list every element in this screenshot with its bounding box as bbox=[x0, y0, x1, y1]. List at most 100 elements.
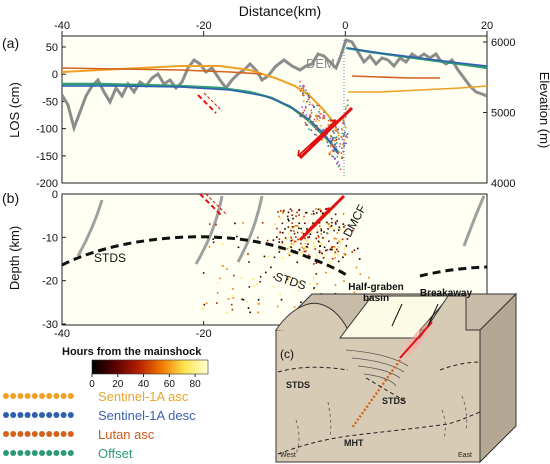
earthquake-point bbox=[287, 277, 290, 279]
earthquake-point bbox=[241, 298, 243, 301]
legend-marker bbox=[53, 393, 60, 399]
los-scatter-point bbox=[340, 128, 343, 130]
earthquake-point bbox=[288, 245, 290, 248]
earthquake-point bbox=[290, 237, 293, 240]
earthquake-point bbox=[247, 307, 250, 309]
legend-marker bbox=[53, 431, 60, 437]
earthquake-point bbox=[232, 297, 235, 299]
legend-marker bbox=[67, 450, 74, 456]
earthquake-point bbox=[290, 239, 293, 242]
los-scatter-point bbox=[316, 118, 319, 120]
earthquake-point bbox=[313, 288, 315, 290]
earthquake-point bbox=[368, 276, 370, 279]
earthquake-point bbox=[344, 224, 346, 227]
earthquake-point bbox=[300, 242, 302, 245]
earthquake-point bbox=[318, 225, 321, 228]
earthquake-point bbox=[291, 214, 293, 216]
earthquake-point bbox=[326, 221, 328, 224]
los-scatter-point bbox=[308, 119, 311, 122]
panel-b-plot bbox=[62, 194, 487, 314]
earthquake-point bbox=[297, 216, 300, 219]
earthquake-point bbox=[334, 284, 337, 286]
legend-marker bbox=[39, 450, 45, 456]
earthquake-point bbox=[324, 281, 327, 283]
earthquake-point bbox=[332, 227, 335, 230]
legend-item: Lutan asc bbox=[3, 427, 155, 442]
los-scatter-point bbox=[302, 113, 305, 116]
earthquake-point bbox=[215, 223, 217, 226]
earthquake-point bbox=[316, 231, 319, 234]
earthquake-point bbox=[318, 236, 320, 239]
earthquake-point bbox=[355, 266, 358, 269]
earthquake-point bbox=[281, 222, 284, 225]
earthquake-point bbox=[340, 239, 343, 242]
los-scatter-point bbox=[320, 124, 322, 127]
los-scatter-point bbox=[330, 141, 333, 144]
earthquake-point bbox=[325, 271, 327, 274]
los-scatter-point bbox=[338, 151, 340, 154]
los-scatter-point bbox=[302, 100, 305, 103]
earthquake-point bbox=[264, 271, 267, 274]
earthquake-point bbox=[315, 208, 317, 210]
panel-a-dashed-fault bbox=[197, 94, 217, 114]
los-scatter-point bbox=[330, 155, 333, 157]
los-axis-ticks: 50 0 -50 -100 -150 -200 bbox=[36, 42, 66, 190]
los-scatter-point bbox=[323, 111, 325, 114]
los-scatter-point bbox=[327, 119, 330, 122]
sentinel-desc-trace-west bbox=[62, 85, 339, 155]
earthquake-point bbox=[311, 231, 313, 234]
earthquake-point bbox=[328, 240, 330, 243]
earthquake-point bbox=[302, 247, 305, 250]
earthquake-point bbox=[286, 278, 289, 280]
los-scatter-point bbox=[322, 116, 325, 118]
panel-a-dashed-fault-2 bbox=[203, 92, 223, 112]
top-tick-label: -20 bbox=[196, 20, 212, 32]
panel-a-ylabel: LOS (cm) bbox=[7, 82, 22, 138]
los-scatter-point bbox=[315, 134, 318, 137]
los-scatter-point bbox=[336, 162, 338, 165]
los-scatter-point bbox=[339, 142, 342, 145]
los-scatter-point bbox=[338, 164, 341, 167]
earthquake-point bbox=[338, 226, 341, 229]
los-scatter-point bbox=[346, 136, 349, 139]
legend-marker bbox=[60, 450, 67, 456]
block-front-face bbox=[275, 329, 481, 463]
los-scatter-point bbox=[316, 114, 318, 117]
earthquake-point bbox=[337, 250, 340, 253]
earthquake-point bbox=[303, 229, 305, 231]
earthquake-point bbox=[356, 247, 359, 250]
earthquake-point bbox=[326, 249, 329, 251]
earthquake-point bbox=[231, 295, 234, 297]
earthquake-point bbox=[298, 248, 301, 251]
los-scatter-point bbox=[333, 139, 336, 142]
earthquake-point bbox=[256, 236, 259, 239]
earthquake-point bbox=[298, 280, 300, 283]
earthquake-point bbox=[353, 249, 356, 252]
legend-marker bbox=[67, 412, 74, 418]
earthquake-point bbox=[294, 240, 297, 243]
earthquake-point bbox=[282, 212, 284, 214]
los-scatter-point bbox=[308, 117, 311, 120]
earthquake-point bbox=[276, 227, 278, 230]
legend-marker bbox=[17, 431, 24, 437]
legend-marker bbox=[46, 450, 53, 456]
los-scatter-point bbox=[310, 109, 313, 112]
los-scatter-point bbox=[335, 126, 337, 128]
earthquake-point bbox=[202, 272, 205, 274]
earthquake-point bbox=[292, 230, 295, 232]
los-scatter-point bbox=[329, 151, 332, 153]
earthquake-point bbox=[298, 222, 301, 225]
earthquake-point bbox=[279, 249, 281, 252]
los-scatter-point bbox=[335, 146, 338, 148]
los-scatter-point bbox=[338, 145, 341, 148]
los-tick-label: -200 bbox=[36, 178, 58, 190]
earthquake-point bbox=[233, 274, 235, 277]
earthquake-point bbox=[283, 210, 285, 212]
los-scatter-point bbox=[304, 117, 307, 120]
earthquake-point bbox=[323, 231, 325, 233]
earthquake-point bbox=[304, 237, 306, 240]
gray-fault-2 bbox=[194, 195, 224, 265]
legend-marker bbox=[46, 393, 53, 399]
earthquake-point bbox=[319, 210, 322, 213]
